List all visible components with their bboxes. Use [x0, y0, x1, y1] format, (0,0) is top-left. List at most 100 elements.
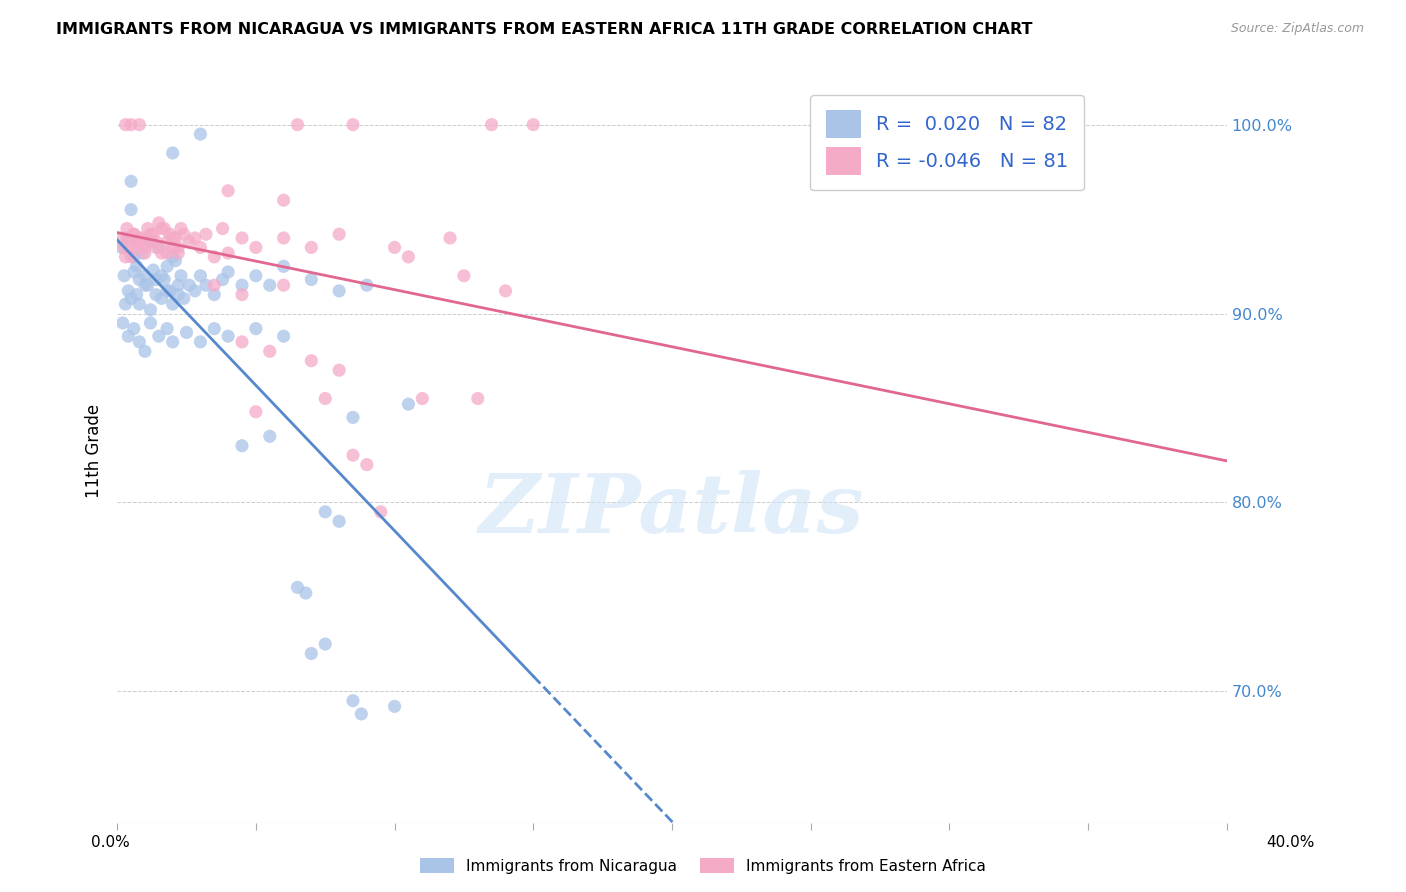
Point	[128, 231, 150, 245]
Point	[114, 250, 136, 264]
Point	[125, 240, 148, 254]
Y-axis label: 11th Grade: 11th Grade	[86, 403, 103, 498]
Point	[231, 278, 253, 293]
Point	[384, 699, 406, 714]
Point	[125, 287, 148, 301]
Point	[148, 216, 170, 230]
Point	[134, 246, 156, 260]
Point	[439, 231, 461, 245]
Point	[134, 278, 156, 293]
Point	[194, 227, 217, 242]
Text: 40.0%: 40.0%	[1267, 836, 1315, 850]
Point	[139, 235, 162, 249]
Point	[162, 146, 184, 161]
Point	[162, 240, 184, 254]
Point	[167, 287, 190, 301]
Point	[128, 297, 150, 311]
Point	[128, 235, 150, 249]
Point	[170, 221, 193, 235]
Point	[217, 246, 239, 260]
Point	[211, 221, 233, 235]
Point	[145, 287, 167, 301]
Point	[128, 118, 150, 132]
Point	[114, 297, 136, 311]
Point	[122, 250, 145, 264]
Point	[145, 235, 167, 249]
Point	[356, 458, 378, 472]
Point	[299, 272, 322, 286]
Point	[150, 268, 173, 283]
Point	[134, 344, 156, 359]
Point	[120, 292, 142, 306]
Point	[165, 231, 187, 245]
Point	[150, 221, 173, 235]
Point	[159, 227, 181, 242]
Text: Source: ZipAtlas.com: Source: ZipAtlas.com	[1230, 22, 1364, 36]
Text: IMMIGRANTS FROM NICARAGUA VS IMMIGRANTS FROM EASTERN AFRICA 11TH GRADE CORRELATI: IMMIGRANTS FROM NICARAGUA VS IMMIGRANTS …	[56, 22, 1033, 37]
Point	[139, 227, 162, 242]
Point	[139, 235, 162, 249]
Point	[273, 260, 295, 274]
Point	[350, 706, 373, 721]
Point	[190, 334, 212, 349]
Point	[453, 268, 475, 283]
Point	[273, 193, 295, 207]
Point	[176, 326, 198, 340]
Point	[342, 448, 364, 462]
Point	[142, 227, 165, 242]
Point	[314, 637, 336, 651]
Point	[231, 334, 253, 349]
Point	[162, 334, 184, 349]
Point	[190, 127, 212, 141]
Point	[328, 363, 350, 377]
Point	[110, 231, 132, 245]
Point	[217, 265, 239, 279]
Point	[273, 329, 295, 343]
Point	[259, 278, 281, 293]
Point	[167, 246, 190, 260]
Point	[481, 118, 503, 132]
Point	[156, 260, 179, 274]
Point	[145, 240, 167, 254]
Point	[148, 240, 170, 254]
Point	[111, 316, 134, 330]
Point	[110, 240, 132, 254]
Point	[245, 321, 267, 335]
Point	[190, 268, 212, 283]
Point	[134, 268, 156, 283]
Point	[411, 392, 433, 406]
Point	[162, 297, 184, 311]
Point	[299, 353, 322, 368]
Point	[299, 240, 322, 254]
Point	[134, 240, 156, 254]
Point	[273, 231, 295, 245]
Point	[162, 231, 184, 245]
Point	[314, 505, 336, 519]
Point	[150, 292, 173, 306]
Point	[467, 392, 489, 406]
Point	[156, 284, 179, 298]
Point	[179, 235, 201, 249]
Point	[125, 260, 148, 274]
Point	[115, 231, 138, 245]
Point	[245, 268, 267, 283]
Point	[153, 272, 176, 286]
Point	[120, 118, 142, 132]
Point	[170, 268, 193, 283]
Point	[125, 235, 148, 249]
Point	[156, 246, 179, 260]
Point	[120, 202, 142, 217]
Point	[190, 240, 212, 254]
Point	[273, 278, 295, 293]
Text: 0.0%: 0.0%	[91, 836, 131, 850]
Point	[184, 284, 207, 298]
Point	[120, 240, 142, 254]
Point	[202, 278, 225, 293]
Point	[139, 302, 162, 317]
Point	[202, 250, 225, 264]
Point	[162, 250, 184, 264]
Point	[287, 118, 309, 132]
Point	[167, 240, 190, 254]
Point	[495, 284, 517, 298]
Point	[173, 292, 195, 306]
